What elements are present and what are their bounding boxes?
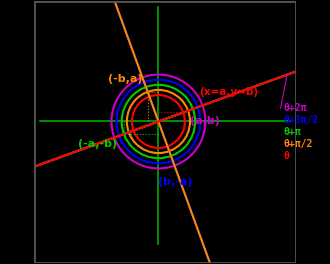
Text: (-b,a): (-b,a) bbox=[108, 74, 142, 84]
Text: θ+π: θ+π bbox=[283, 127, 301, 137]
Text: (x=a,y=b): (x=a,y=b) bbox=[199, 87, 258, 97]
Text: (b,-a): (b,-a) bbox=[158, 177, 193, 187]
Text: (-a,-b): (-a,-b) bbox=[78, 139, 117, 149]
Text: θ+2π: θ+2π bbox=[283, 103, 307, 113]
Text: θ+3π/2: θ+3π/2 bbox=[283, 115, 318, 125]
Text: (a,b): (a,b) bbox=[190, 116, 220, 126]
Text: θ+π/2: θ+π/2 bbox=[283, 139, 313, 149]
Text: θ: θ bbox=[283, 151, 289, 161]
